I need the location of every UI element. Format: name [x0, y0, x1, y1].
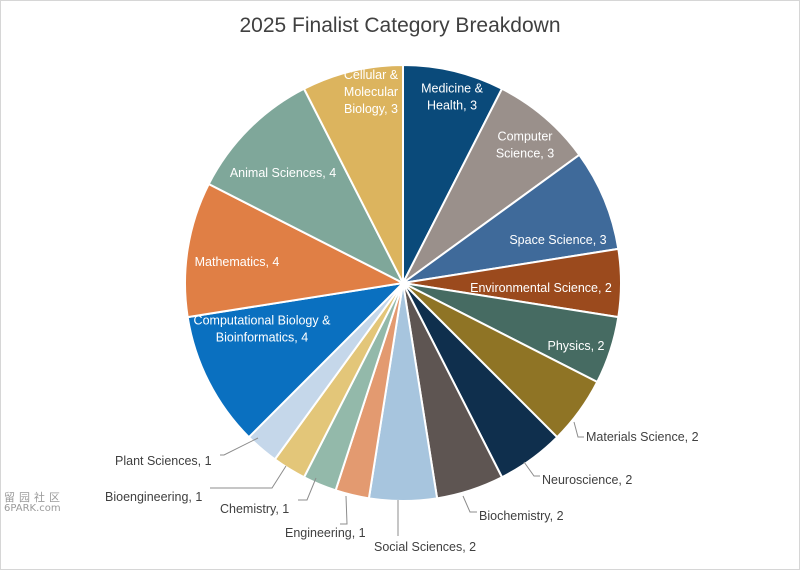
pie-slice-medicine-health [402, 63, 504, 284]
slice-label-line: Materials Science, 2 [586, 430, 699, 444]
pie-slice-animal-sciences [207, 87, 406, 286]
slice-label-line: Science, 3 [496, 147, 554, 161]
slice-label-line: Cellular & [344, 68, 399, 82]
slice-label-neuroscience: Neuroscience, 2 [542, 473, 632, 487]
slice-label-line: Space Science, 3 [509, 233, 606, 247]
slice-label-medicine-health: Medicine & Health, 3 [421, 82, 483, 113]
slice-label-line: Neuroscience, 2 [542, 473, 632, 487]
slice-label-line: Biochemistry, 2 [479, 509, 564, 523]
slice-label-animal-sciences: Animal Sciences, 4 [230, 166, 336, 180]
slice-label-cellular-molecular-biology: Cellular & Molecular Biology, 3 [344, 68, 399, 116]
slice-label-line: Engineering, 1 [285, 526, 366, 540]
watermark-line-1: 留园社区 [4, 491, 64, 504]
pie-slice-space-science [402, 153, 620, 284]
slice-label-computer-science: Computer Science, 3 [496, 130, 554, 161]
chart-title: 2025 Finalist Category Breakdown [239, 14, 561, 37]
slice-label-materials-science: Materials Science, 2 [586, 430, 699, 444]
pie-slice-computer-science [402, 87, 581, 284]
slice-label-environmental-science: Environmental Science, 2 [470, 281, 612, 295]
watermark: 留园社区 6PARK.com [4, 492, 64, 514]
pie-slice-cellular-molecular-biology [302, 63, 404, 284]
slice-label-line: Computer [498, 130, 553, 144]
slice-label-social-sciences: Social Sciences, 2 [374, 540, 476, 554]
slice-label-line: Chemistry, 1 [220, 502, 289, 516]
slice-label-line: Social Sciences, 2 [374, 540, 476, 554]
slice-label-line: Health, 3 [427, 99, 477, 113]
slice-label-bioengineering: Bioengineering, 1 [105, 490, 202, 504]
watermark-line-2: 6PARK.com [4, 503, 61, 514]
leader-line-bioengineering [210, 465, 287, 489]
slice-label-line: Bioinformatics, 4 [216, 331, 308, 345]
leader-line-chemistry [298, 477, 317, 501]
slice-label-line: Physics, 2 [548, 339, 605, 353]
slice-label-line: Environmental Science, 2 [470, 281, 612, 295]
slice-label-chemistry: Chemistry, 1 [220, 502, 289, 516]
pie-slice-mathematics [184, 182, 407, 319]
leader-line-plant-sciences [220, 437, 259, 456]
slice-label-biochemistry: Biochemistry, 2 [479, 509, 564, 523]
slice-label-engineering: Engineering, 1 [285, 526, 366, 540]
slice-label-line: Biology, 3 [344, 102, 398, 116]
slice-label-line: Medicine & [421, 82, 483, 96]
slice-label-line: Mathematics, 4 [195, 255, 280, 269]
slice-label-line: Computational Biology & [194, 314, 332, 328]
slice-label-space-science: Space Science, 3 [509, 233, 606, 247]
leader-line-engineering [340, 495, 348, 525]
slice-label-plant-sciences: Plant Sciences, 1 [115, 454, 212, 468]
slice-label-line: Bioengineering, 1 [105, 490, 202, 504]
slice-label-line: Molecular [344, 85, 398, 99]
leader-line-biochemistry [462, 495, 477, 513]
slice-label-computational-biology-bioinformatics: Computational Biology & Bioinformatics, 4 [194, 314, 332, 345]
leader-line-materials-science [573, 421, 584, 438]
slice-label-mathematics: Mathematics, 4 [195, 255, 280, 269]
slice-label-line: Animal Sciences, 4 [230, 166, 336, 180]
slice-label-physics: Physics, 2 [548, 339, 605, 353]
slice-label-line: Plant Sciences, 1 [115, 454, 212, 468]
pie-slice-computational-biology-bioinformatics [186, 281, 406, 439]
leader-line-neuroscience [523, 461, 540, 477]
